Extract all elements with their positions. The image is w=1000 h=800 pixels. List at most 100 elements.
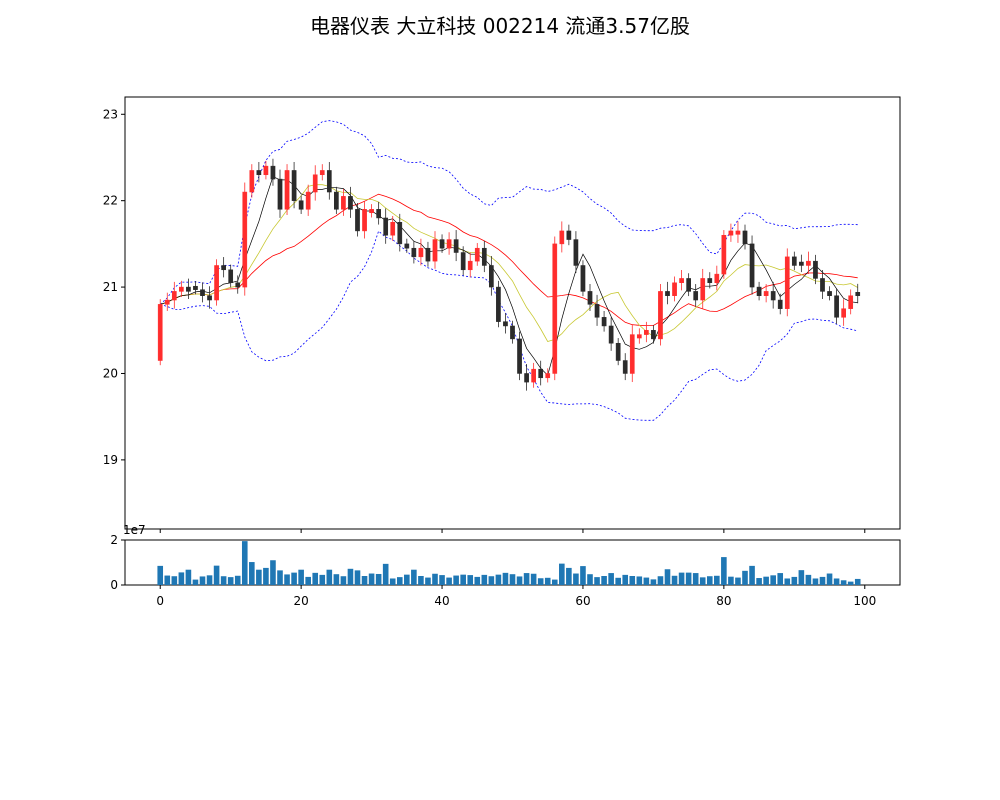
candle-body [453, 239, 459, 253]
candle-body [714, 273, 720, 284]
candle [221, 257, 226, 278]
candle [608, 317, 614, 351]
candle-body [855, 292, 861, 296]
volume-bar [495, 574, 502, 585]
candle [305, 184, 311, 216]
volume-bar [516, 576, 523, 585]
volume-bar [474, 576, 481, 585]
candle-body [615, 342, 621, 361]
volume-bar [791, 576, 798, 585]
candle-body [228, 269, 234, 284]
candle [721, 230, 727, 279]
candle-body [651, 330, 656, 340]
candle [362, 200, 367, 239]
candle-body [665, 291, 670, 296]
candle [453, 230, 459, 262]
candle-body [157, 304, 163, 361]
candle [658, 284, 663, 346]
candle-body [298, 200, 304, 210]
candle [749, 235, 755, 295]
volume-bar [636, 576, 643, 585]
candle-body [707, 278, 713, 284]
volume-bar [206, 575, 213, 585]
candle-body [270, 165, 276, 180]
candle-body [608, 325, 614, 344]
candle [446, 232, 452, 255]
volume-x-tick-label: 20 [293, 594, 308, 608]
candle-body [369, 209, 374, 214]
candle [594, 294, 600, 326]
price-y-tick-label: 21 [103, 280, 118, 294]
volume-bar [340, 576, 347, 585]
candle [200, 282, 205, 303]
candle [334, 186, 339, 214]
volume-bar [256, 569, 262, 585]
candle [376, 201, 381, 225]
volume-bar [812, 578, 819, 585]
volume-x-tick-label: 0 [156, 594, 164, 608]
candle [439, 234, 445, 253]
volume-bar [629, 576, 636, 585]
volume-bar [234, 575, 241, 585]
candle [524, 363, 529, 391]
volume-bar [706, 576, 713, 585]
candle [425, 241, 431, 267]
candle [348, 186, 353, 218]
volume-bar [742, 570, 748, 585]
candle-body [672, 282, 677, 296]
volume-bar [763, 576, 769, 585]
candle [791, 251, 797, 271]
candle-body [432, 239, 438, 262]
candle [693, 284, 699, 307]
volume-bar [749, 565, 755, 585]
candle-body [742, 230, 748, 245]
candle-body [594, 304, 600, 318]
volume-bar [192, 579, 199, 585]
candle-body [404, 243, 410, 249]
candle [756, 281, 762, 301]
volume-bars [157, 541, 861, 585]
candle-body [538, 368, 544, 379]
candlesticks [157, 158, 861, 391]
volume-bar [396, 577, 403, 585]
volume-x-tick-label: 40 [434, 594, 449, 608]
candle [827, 286, 832, 301]
candle [615, 338, 621, 366]
candle-body [186, 286, 191, 292]
candle [841, 299, 846, 326]
candle-body [566, 230, 572, 240]
candle [686, 273, 691, 297]
volume-bar [671, 575, 678, 585]
candle [820, 270, 825, 299]
volume-bar [382, 563, 389, 585]
candle [517, 331, 522, 381]
volume-bar [826, 573, 833, 585]
candle-body [580, 265, 586, 292]
volume-bar [650, 579, 657, 585]
candle [179, 280, 184, 298]
candle [770, 281, 776, 309]
volume-bar [601, 576, 607, 585]
price-panel: 19 20 21 22 23 [103, 96, 901, 533]
volume-bar [530, 573, 537, 585]
candle [848, 289, 854, 315]
candle [256, 162, 262, 183]
volume-bar [241, 541, 248, 585]
candle-body [474, 247, 480, 262]
candle-body [799, 261, 804, 266]
volume-bar [213, 565, 220, 585]
volume-x-axis: 0 20 40 60 80 100 [156, 585, 876, 608]
candle-body [171, 291, 177, 301]
candle [601, 311, 607, 332]
volume-bar [171, 576, 178, 585]
candle [263, 160, 269, 180]
volume-bar [453, 575, 459, 585]
candle-body [791, 256, 797, 266]
candle-body [510, 325, 515, 340]
candle [291, 162, 297, 209]
candle [214, 259, 219, 306]
candle [679, 270, 684, 291]
volume-bar [333, 574, 340, 585]
candle-body [207, 295, 212, 301]
